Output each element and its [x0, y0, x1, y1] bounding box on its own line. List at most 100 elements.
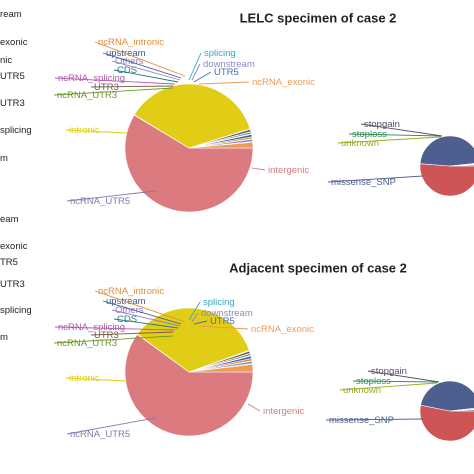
- leader-line: [90, 331, 174, 336]
- slice-label: stopgain: [364, 119, 400, 130]
- leader-line: [198, 81, 250, 85]
- leader-line: [94, 290, 186, 323]
- slice-label: missense_SNP: [331, 177, 396, 188]
- leader-line: [198, 325, 249, 330]
- leader-line: [348, 133, 442, 137]
- leader-line: [251, 167, 266, 171]
- leader-line: [247, 403, 261, 412]
- leader-line: [191, 312, 199, 323]
- leader-line: [102, 52, 182, 79]
- slice-label: UTR5: [210, 316, 235, 327]
- slice-label: stoploss: [352, 129, 387, 140]
- leader-line: [65, 129, 128, 134]
- slice-label: intronic: [69, 373, 100, 384]
- slice-label: ncRNA_exonic: [251, 324, 314, 335]
- leader-line: [65, 377, 128, 382]
- slice-label: downstream: [203, 59, 255, 70]
- left-cropped-label: splicing: [0, 125, 32, 136]
- pie-slice-ncrna-exonic: [188, 364, 254, 373]
- leader-line: [66, 417, 156, 435]
- slice-label: intergenic: [263, 406, 304, 417]
- pie-slice-unknown: [449, 163, 474, 167]
- left-cropped-label: m: [0, 153, 8, 164]
- leader-line: [54, 77, 176, 85]
- slice-label: ncRNA_UTR5: [70, 196, 130, 207]
- slice-label: ncRNA_splicing: [58, 322, 125, 333]
- slice-label: UTR3: [94, 82, 119, 93]
- left-cropped-label: UTR5: [0, 71, 25, 82]
- leader-line: [94, 41, 186, 77]
- pie-slice-missense-snp: [420, 380, 474, 412]
- left-cropped-label: TR5: [0, 257, 18, 268]
- slice-label: missense_SNP: [329, 415, 394, 426]
- chart-title: LELC specimen of case 2: [240, 11, 397, 26]
- left-cropped-label: UTR3: [0, 279, 25, 290]
- slice-label: ncRNA_intronic: [98, 37, 164, 48]
- pie-slice-stopgain: [449, 409, 474, 412]
- leader-line: [90, 85, 174, 88]
- slice-label: downstream: [201, 308, 253, 319]
- left-cropped-label: nic: [0, 55, 12, 66]
- leader-line: [53, 335, 174, 344]
- pie-chart-1: LELC specimen of case 2 intergenic ncRNA_U…: [53, 11, 397, 213]
- slice-label: splicing: [204, 48, 236, 59]
- slice-label: ncRNA_UTR5: [70, 429, 130, 440]
- leader-line: [193, 71, 212, 83]
- left-cropped-label: m: [0, 332, 8, 343]
- leader-line: [367, 370, 440, 383]
- slice-label: unknown: [341, 138, 379, 149]
- slice-label: splicing: [203, 297, 235, 308]
- pie-slice-ncrna-exonic: [188, 142, 254, 149]
- pie-slice-stopgain: [449, 164, 474, 167]
- leader-line: [188, 52, 202, 81]
- leader-line: [325, 418, 424, 421]
- leader-line: [113, 69, 179, 83]
- leader-line: [360, 123, 443, 137]
- left-cropped-label: UTR3: [0, 98, 25, 109]
- slice-label: UTR3: [94, 330, 119, 341]
- pie-slice-missense-snp: [419, 135, 474, 167]
- slice-label: unknown: [343, 385, 381, 396]
- slice-label: intronic: [69, 125, 100, 136]
- leader-line: [188, 301, 201, 321]
- chart-title: Adjacent specimen of case 2: [229, 261, 407, 276]
- leader-line: [111, 309, 181, 327]
- leader-line: [337, 136, 442, 144]
- pie-chart-3: Adjacent specimen of case 2 intergenic ncR…: [53, 261, 407, 440]
- left-cropped-label: splicing: [0, 305, 32, 316]
- leader-line: [54, 326, 176, 331]
- left-cropped-label: ream: [0, 9, 22, 20]
- leader-line: [53, 87, 174, 96]
- leader-line: [191, 63, 201, 81]
- leader-line: [339, 382, 438, 391]
- slice-label: stopgain: [371, 366, 407, 377]
- slice-label: ncRNA_intronic: [98, 286, 164, 297]
- leader-line: [66, 190, 157, 202]
- slice-label: ncRNA_UTR3: [57, 90, 117, 101]
- pie-slice-nonsynonymous-snv: [419, 404, 474, 442]
- pie-slice-intronic: [133, 83, 251, 149]
- slice-label: ncRNA_splicing: [58, 73, 125, 84]
- slice-label: ncRNA_UTR3: [57, 338, 117, 349]
- leader-line: [111, 60, 181, 81]
- slice-label: stoploss: [356, 376, 391, 387]
- pie-slice-intergenic: [124, 333, 254, 437]
- left-cropped-label: eam: [0, 214, 19, 225]
- leader-line: [193, 320, 208, 325]
- slice-label: CDS: [117, 65, 137, 76]
- slice-label: Others: [115, 305, 144, 316]
- slice-label: UTR5: [214, 67, 239, 78]
- slice-label: CDS: [117, 314, 137, 325]
- pie-slice-intergenic: [124, 114, 254, 213]
- leader-line: [113, 318, 179, 329]
- leader-line: [352, 380, 439, 383]
- left-cropped-label: exonic: [0, 241, 28, 252]
- left-cropped-label: exonic: [0, 37, 28, 48]
- slice-label: ncRNA_exonic: [252, 77, 315, 88]
- slice-label: intergenic: [268, 165, 309, 176]
- leader-line: [327, 175, 424, 183]
- leader-line: [102, 300, 182, 325]
